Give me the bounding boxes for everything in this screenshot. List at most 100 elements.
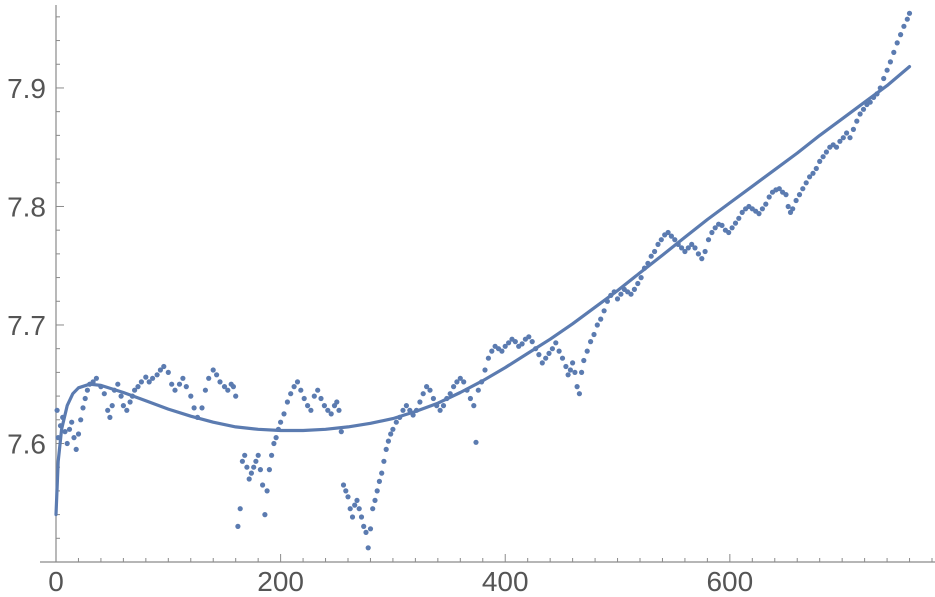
- data-point: [732, 220, 739, 226]
- data-point: [69, 419, 75, 425]
- data-point: [150, 375, 156, 381]
- data-point: [785, 203, 791, 210]
- data-point: [424, 384, 430, 390]
- fit-curve: [54, 65, 912, 517]
- data-point: [430, 395, 436, 402]
- data-point: [146, 379, 152, 385]
- data-point: [702, 248, 708, 255]
- data-point: [739, 209, 745, 215]
- data-point: [526, 334, 532, 340]
- data-point: [810, 170, 816, 176]
- data-point: [482, 367, 488, 373]
- data-point: [370, 506, 376, 512]
- data-point: [199, 405, 205, 411]
- x-tick-label: 600: [706, 566, 753, 597]
- data-point: [689, 241, 695, 247]
- data-point: [519, 341, 525, 347]
- data-point: [635, 280, 641, 287]
- data-point: [180, 375, 186, 381]
- data-point: [338, 429, 344, 435]
- data-point: [361, 523, 367, 530]
- data-point: [594, 322, 600, 328]
- data-point: [266, 467, 272, 473]
- data-point: [388, 431, 394, 437]
- data-point: [420, 391, 426, 397]
- data-point: [857, 111, 863, 117]
- data-point: [648, 253, 654, 259]
- data-point: [230, 384, 236, 390]
- x-tick-label: 0: [48, 566, 64, 597]
- data-point: [318, 395, 324, 402]
- data-point: [291, 384, 297, 390]
- data-point: [191, 405, 197, 411]
- data-point: [887, 59, 894, 65]
- data-point: [109, 403, 115, 409]
- data-point: [581, 357, 587, 364]
- data-point: [736, 215, 742, 221]
- data-point: [54, 407, 60, 413]
- data-point: [257, 467, 263, 473]
- data-point: [101, 391, 107, 397]
- data-point: [383, 446, 389, 452]
- data-point: [638, 275, 644, 281]
- data-point: [793, 197, 799, 204]
- data-point: [705, 237, 712, 243]
- data-point: [345, 494, 351, 500]
- data-point: [665, 229, 671, 236]
- data-point: [328, 411, 334, 417]
- data-point: [756, 211, 762, 217]
- data-point: [553, 340, 559, 346]
- data-point: [489, 348, 495, 354]
- data-point: [301, 395, 307, 402]
- data-point: [176, 381, 183, 387]
- fit-curve-group: [54, 65, 912, 517]
- data-point: [763, 201, 769, 207]
- data-point: [529, 339, 535, 345]
- data-point: [881, 75, 887, 82]
- data-point: [800, 186, 806, 192]
- data-point: [796, 192, 803, 198]
- data-point: [726, 229, 732, 236]
- data-point: [354, 497, 360, 503]
- data-point: [75, 431, 82, 437]
- data-point: [837, 138, 843, 144]
- data-point: [157, 367, 163, 373]
- data-point: [84, 387, 90, 393]
- data-point: [833, 144, 840, 150]
- data-point: [485, 355, 491, 361]
- data-point: [572, 369, 578, 375]
- data-point: [262, 511, 268, 518]
- data-point: [499, 348, 505, 354]
- data-point: [536, 352, 542, 358]
- data-point: [269, 452, 275, 458]
- data-point: [598, 316, 604, 322]
- data-point: [467, 395, 473, 402]
- data-point: [668, 233, 675, 239]
- data-point: [143, 374, 149, 380]
- data-point: [214, 372, 220, 378]
- data-point: [271, 440, 277, 447]
- data-point: [850, 126, 857, 132]
- data-point: [225, 387, 231, 393]
- data-point: [278, 419, 284, 425]
- axis-ticks: [55, 16, 933, 563]
- data-point: [183, 384, 189, 390]
- data-point: [244, 464, 250, 470]
- data-point: [695, 251, 702, 257]
- data-point: [712, 225, 718, 231]
- data-point: [628, 291, 634, 297]
- data-point: [860, 106, 867, 112]
- y-tick-label: 7.8: [7, 191, 46, 222]
- data-point: [221, 384, 228, 390]
- data-point: [672, 237, 678, 243]
- data-point: [457, 375, 463, 381]
- data-point: [349, 514, 356, 520]
- data-point: [352, 502, 358, 508]
- data-point: [248, 470, 254, 476]
- data-point: [618, 291, 624, 297]
- data-point: [73, 446, 79, 452]
- x-tick-label: 400: [482, 566, 529, 597]
- data-point: [539, 360, 545, 366]
- data-point: [461, 379, 467, 385]
- data-point: [71, 435, 77, 441]
